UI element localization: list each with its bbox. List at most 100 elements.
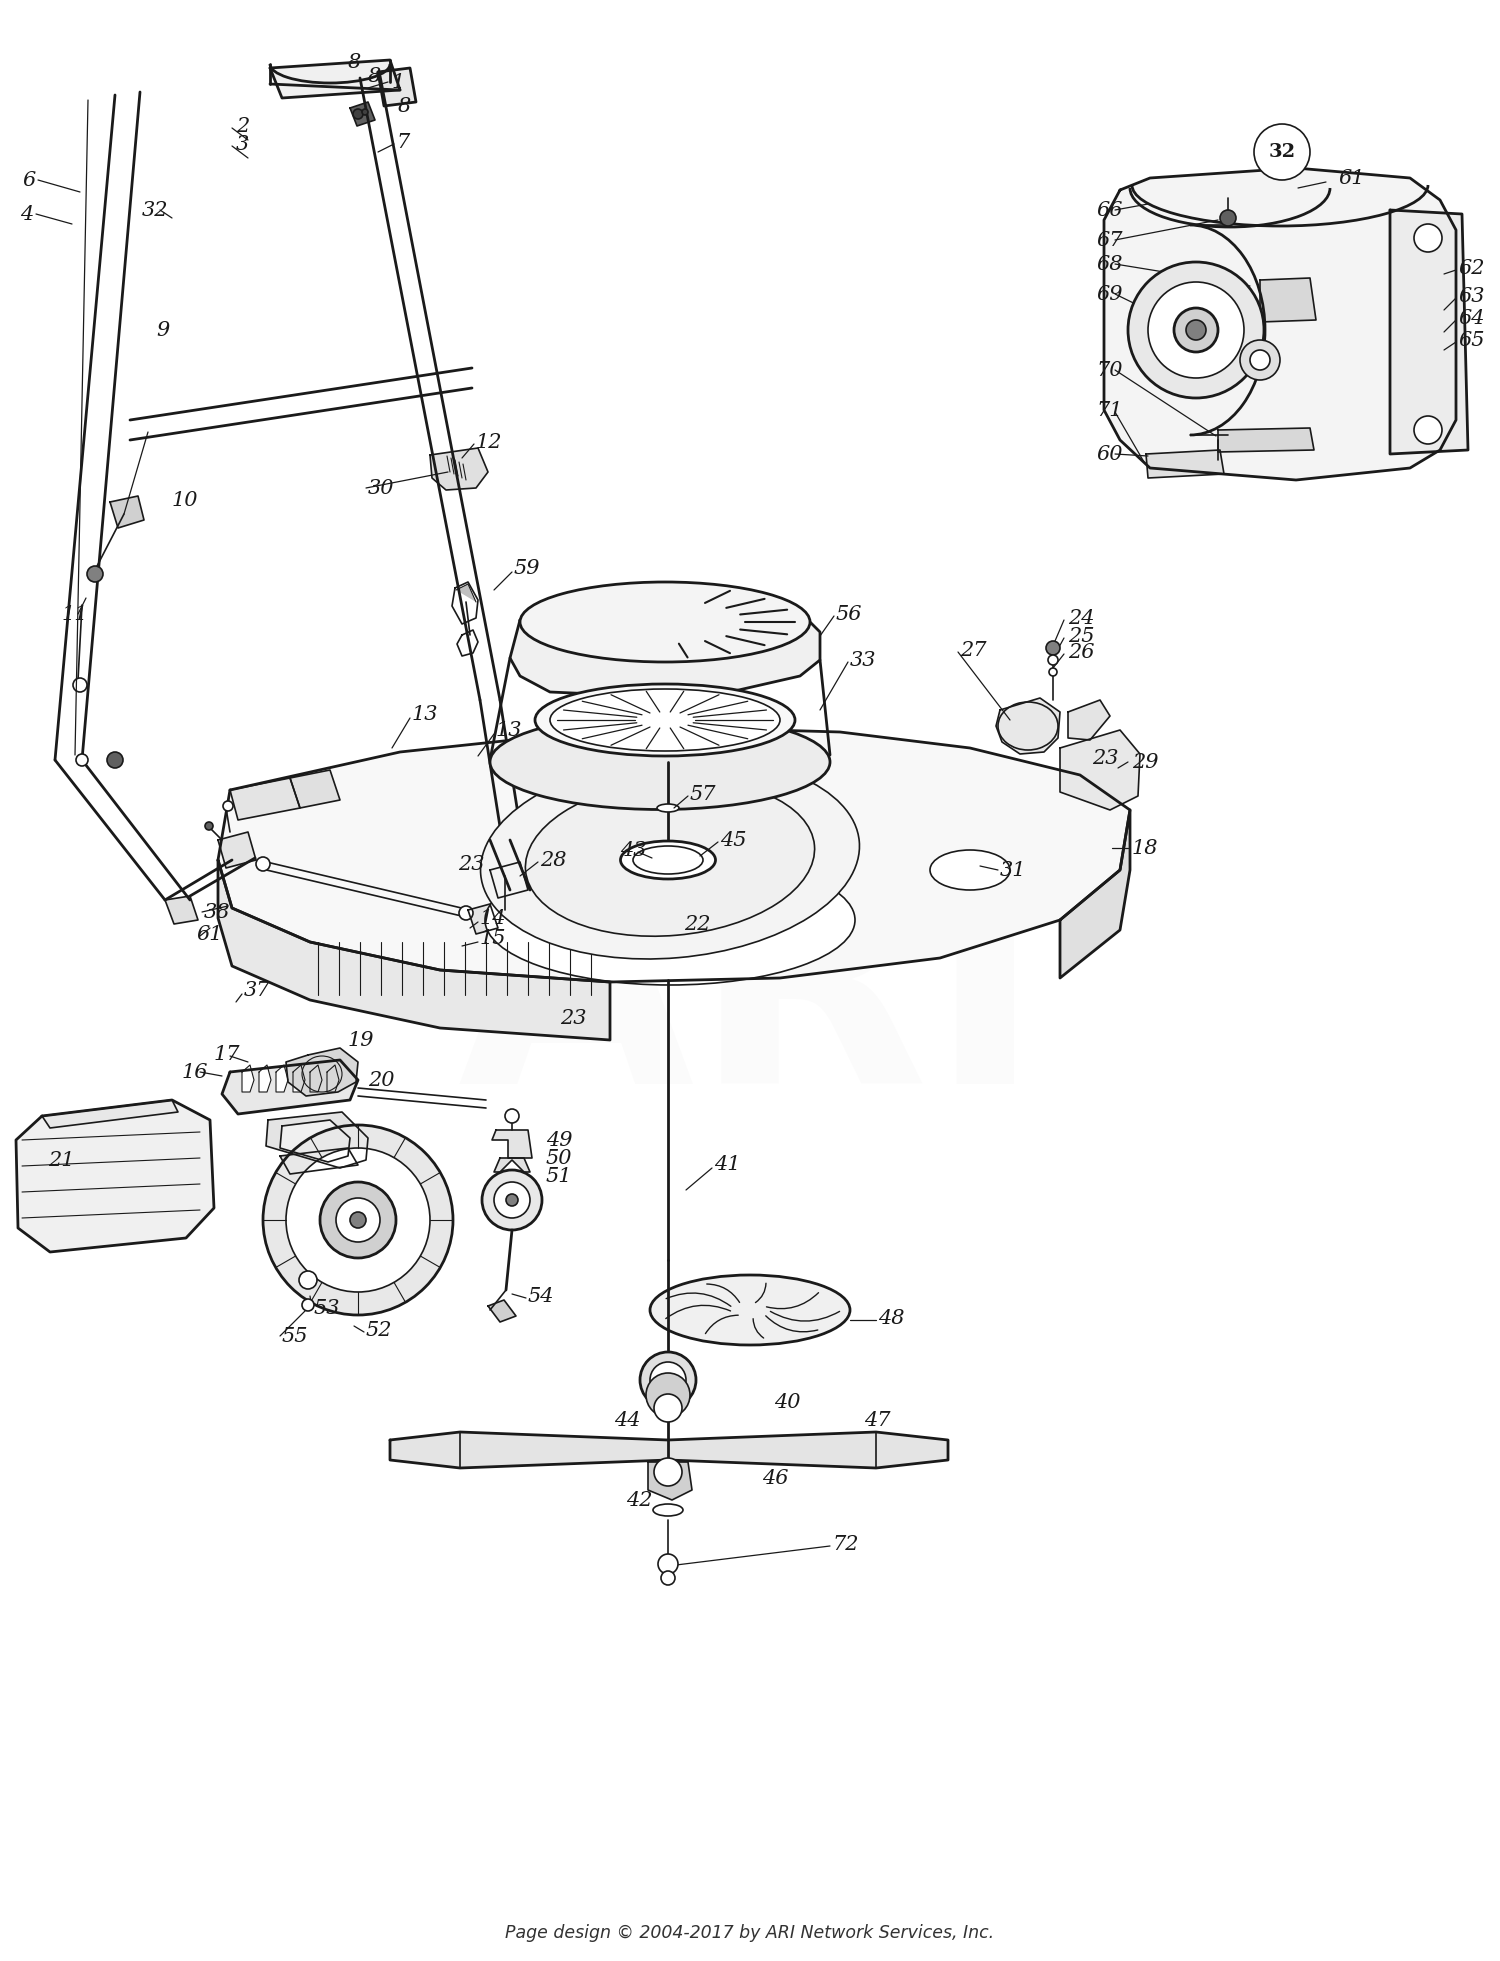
Polygon shape bbox=[222, 1061, 358, 1114]
Text: 7: 7 bbox=[396, 133, 410, 151]
Circle shape bbox=[1254, 124, 1310, 180]
Text: ARI: ARI bbox=[458, 851, 1042, 1149]
Polygon shape bbox=[1146, 449, 1224, 478]
Circle shape bbox=[459, 906, 472, 920]
Polygon shape bbox=[280, 1120, 350, 1163]
Circle shape bbox=[1414, 224, 1442, 253]
Text: 20: 20 bbox=[368, 1071, 394, 1090]
Polygon shape bbox=[266, 1112, 368, 1169]
Text: 47: 47 bbox=[864, 1410, 891, 1430]
Polygon shape bbox=[1060, 810, 1130, 979]
Circle shape bbox=[1240, 339, 1280, 380]
Polygon shape bbox=[42, 1100, 178, 1128]
Polygon shape bbox=[1390, 210, 1468, 455]
Text: 50: 50 bbox=[546, 1149, 573, 1167]
Polygon shape bbox=[217, 728, 1130, 982]
Text: 38: 38 bbox=[204, 902, 231, 922]
Ellipse shape bbox=[484, 855, 855, 984]
Polygon shape bbox=[452, 582, 478, 624]
Polygon shape bbox=[16, 1100, 214, 1251]
Polygon shape bbox=[217, 861, 610, 1039]
Ellipse shape bbox=[550, 688, 780, 751]
Text: 61: 61 bbox=[1338, 169, 1365, 188]
Text: 13: 13 bbox=[413, 704, 438, 724]
Text: 24: 24 bbox=[1068, 608, 1095, 628]
Ellipse shape bbox=[520, 582, 810, 663]
Circle shape bbox=[206, 822, 213, 830]
Polygon shape bbox=[310, 1065, 322, 1092]
Text: 22: 22 bbox=[684, 914, 711, 933]
Text: 28: 28 bbox=[540, 851, 567, 869]
Text: 61: 61 bbox=[196, 924, 222, 943]
Circle shape bbox=[1046, 641, 1060, 655]
Text: 69: 69 bbox=[1096, 284, 1122, 304]
Circle shape bbox=[76, 753, 88, 767]
Circle shape bbox=[494, 1182, 530, 1218]
Circle shape bbox=[654, 1457, 682, 1486]
Polygon shape bbox=[217, 831, 256, 869]
Circle shape bbox=[1128, 263, 1264, 398]
Text: 64: 64 bbox=[1458, 308, 1485, 327]
Text: 11: 11 bbox=[62, 604, 88, 624]
Polygon shape bbox=[492, 1130, 532, 1159]
Text: 66: 66 bbox=[1096, 200, 1122, 220]
Circle shape bbox=[1048, 655, 1058, 665]
Ellipse shape bbox=[930, 849, 1010, 890]
Circle shape bbox=[1048, 669, 1058, 677]
Ellipse shape bbox=[621, 841, 716, 879]
Circle shape bbox=[1220, 210, 1236, 226]
Text: 63: 63 bbox=[1458, 286, 1485, 306]
Ellipse shape bbox=[633, 845, 704, 875]
Text: 37: 37 bbox=[244, 980, 270, 1000]
Polygon shape bbox=[648, 1463, 692, 1500]
Text: 1: 1 bbox=[392, 73, 405, 92]
Circle shape bbox=[262, 1126, 453, 1316]
Ellipse shape bbox=[650, 1275, 850, 1345]
Circle shape bbox=[256, 857, 270, 871]
Text: 51: 51 bbox=[546, 1167, 573, 1186]
Ellipse shape bbox=[490, 714, 830, 810]
Circle shape bbox=[640, 1351, 696, 1408]
Circle shape bbox=[362, 110, 368, 116]
Polygon shape bbox=[430, 447, 488, 490]
Circle shape bbox=[662, 1571, 675, 1584]
Text: 3: 3 bbox=[236, 135, 249, 153]
Polygon shape bbox=[270, 61, 400, 98]
Polygon shape bbox=[1260, 278, 1316, 322]
Text: 15: 15 bbox=[480, 928, 507, 947]
Circle shape bbox=[352, 110, 363, 120]
Polygon shape bbox=[110, 496, 144, 528]
Text: Page design © 2004-2017 by ARI Network Services, Inc.: Page design © 2004-2017 by ARI Network S… bbox=[506, 1924, 994, 1941]
Circle shape bbox=[74, 679, 87, 692]
Ellipse shape bbox=[480, 757, 860, 959]
Text: 18: 18 bbox=[1132, 839, 1158, 857]
Text: 67: 67 bbox=[1096, 231, 1122, 249]
Polygon shape bbox=[242, 1065, 254, 1092]
Text: 40: 40 bbox=[774, 1392, 801, 1412]
Text: 52: 52 bbox=[366, 1320, 393, 1339]
Text: 56: 56 bbox=[836, 604, 862, 624]
Circle shape bbox=[106, 751, 123, 769]
Polygon shape bbox=[494, 1159, 530, 1173]
Text: 41: 41 bbox=[714, 1155, 741, 1173]
Text: 8: 8 bbox=[398, 96, 411, 116]
Text: 23: 23 bbox=[560, 1008, 586, 1028]
Circle shape bbox=[302, 1298, 313, 1312]
Circle shape bbox=[650, 1363, 686, 1398]
Text: 70: 70 bbox=[1096, 361, 1122, 380]
Text: 31: 31 bbox=[1000, 861, 1026, 879]
Text: 27: 27 bbox=[960, 641, 987, 659]
Text: 26: 26 bbox=[1068, 643, 1095, 661]
Polygon shape bbox=[490, 863, 528, 898]
Polygon shape bbox=[230, 779, 300, 820]
Circle shape bbox=[286, 1147, 430, 1292]
Text: 72: 72 bbox=[833, 1535, 858, 1553]
Polygon shape bbox=[510, 592, 820, 696]
Circle shape bbox=[224, 800, 232, 812]
Text: 30: 30 bbox=[368, 478, 394, 498]
Circle shape bbox=[320, 1182, 396, 1259]
Circle shape bbox=[506, 1194, 518, 1206]
Text: 14: 14 bbox=[480, 908, 507, 928]
Text: 2: 2 bbox=[236, 116, 249, 135]
Text: 16: 16 bbox=[182, 1063, 209, 1082]
